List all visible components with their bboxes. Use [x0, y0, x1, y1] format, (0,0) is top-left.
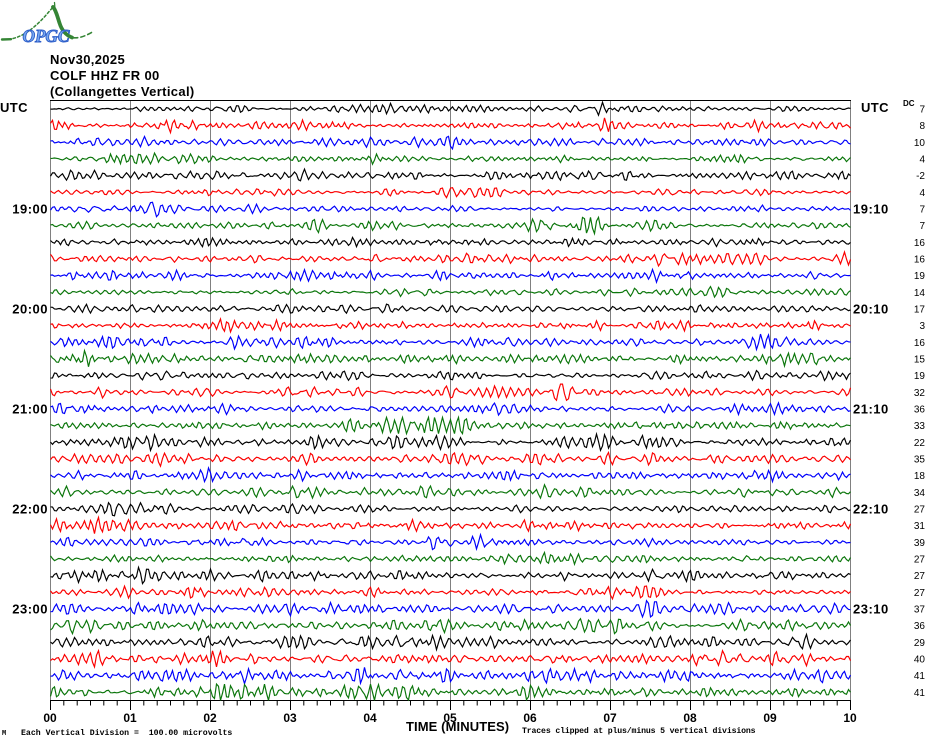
svg-text:-2: -2: [916, 171, 925, 182]
svg-text:20:10: 20:10: [853, 302, 889, 317]
svg-text:35: 35: [914, 455, 926, 466]
svg-text:09: 09: [763, 711, 777, 725]
svg-text:33: 33: [914, 421, 926, 432]
svg-text:04: 04: [363, 711, 377, 725]
svg-text:DC: DC: [903, 99, 915, 108]
svg-text:27: 27: [914, 555, 926, 566]
svg-text:UTC: UTC: [0, 100, 28, 115]
svg-text:Traces clipped at plus/minus 5: Traces clipped at plus/minus 5 vertical …: [522, 726, 756, 736]
svg-text:17: 17: [914, 305, 926, 316]
svg-text:06: 06: [523, 711, 537, 725]
svg-text:32: 32: [914, 388, 926, 399]
svg-text:27: 27: [914, 571, 926, 582]
svg-text:31: 31: [914, 521, 926, 532]
svg-text:41: 41: [914, 688, 926, 699]
svg-text:14: 14: [914, 288, 926, 299]
svg-text:20:00: 20:00: [12, 302, 48, 317]
svg-text:4: 4: [919, 188, 925, 199]
svg-text:03: 03: [283, 711, 297, 725]
svg-text:21:10: 21:10: [853, 402, 889, 417]
svg-text:22: 22: [914, 438, 926, 449]
svg-text:22:10: 22:10: [853, 502, 889, 517]
svg-text:02: 02: [203, 711, 217, 725]
svg-text:22:00: 22:00: [12, 502, 48, 517]
svg-text:7: 7: [919, 205, 925, 216]
svg-text:Each Vertical Division = 100.: Each Vertical Division = 100.00 microvol…: [21, 728, 232, 738]
svg-text:19: 19: [914, 271, 926, 282]
svg-text:10: 10: [843, 711, 857, 725]
svg-text:36: 36: [914, 621, 926, 632]
svg-text:16: 16: [914, 338, 926, 349]
svg-text:7: 7: [919, 105, 925, 116]
svg-text:27: 27: [914, 588, 926, 599]
svg-text:19:10: 19:10: [853, 202, 889, 217]
svg-text:3: 3: [919, 321, 925, 332]
svg-text:23:10: 23:10: [853, 602, 889, 617]
svg-text:08: 08: [683, 711, 697, 725]
svg-text:19:00: 19:00: [12, 202, 48, 217]
svg-text:07: 07: [603, 711, 617, 725]
svg-text:34: 34: [914, 488, 926, 499]
svg-text:37: 37: [914, 605, 926, 616]
svg-text:Nov30,2025: Nov30,2025: [50, 52, 125, 67]
svg-text:16: 16: [914, 255, 926, 266]
svg-text:7: 7: [919, 221, 925, 232]
svg-text:15: 15: [914, 355, 926, 366]
svg-text:00: 00: [43, 711, 57, 725]
svg-text:29: 29: [914, 638, 926, 649]
svg-text:36: 36: [914, 405, 926, 416]
svg-text:(Collangettes Vertical): (Collangettes Vertical): [50, 84, 195, 99]
svg-text:23:00: 23:00: [12, 602, 48, 617]
svg-text:40: 40: [914, 655, 926, 666]
svg-text:COLF HHZ FR 00: COLF HHZ FR 00: [50, 68, 160, 83]
svg-text:8: 8: [919, 121, 925, 132]
svg-text:41: 41: [914, 671, 926, 682]
svg-text:27: 27: [914, 505, 926, 516]
svg-text:21:00: 21:00: [12, 402, 48, 417]
svg-text:UTC: UTC: [861, 100, 889, 115]
svg-text:39: 39: [914, 538, 926, 549]
svg-text:05: 05: [443, 711, 457, 725]
svg-text:18: 18: [914, 471, 926, 482]
svg-text:19: 19: [914, 371, 926, 382]
svg-text:16: 16: [914, 238, 926, 249]
svg-text:M: M: [2, 730, 6, 738]
svg-text:TIME (MINUTES): TIME (MINUTES): [406, 719, 509, 734]
svg-text:10: 10: [914, 138, 926, 149]
svg-text:OPGC: OPGC: [23, 26, 70, 46]
svg-text:01: 01: [123, 711, 137, 725]
svg-text:4: 4: [919, 155, 925, 166]
